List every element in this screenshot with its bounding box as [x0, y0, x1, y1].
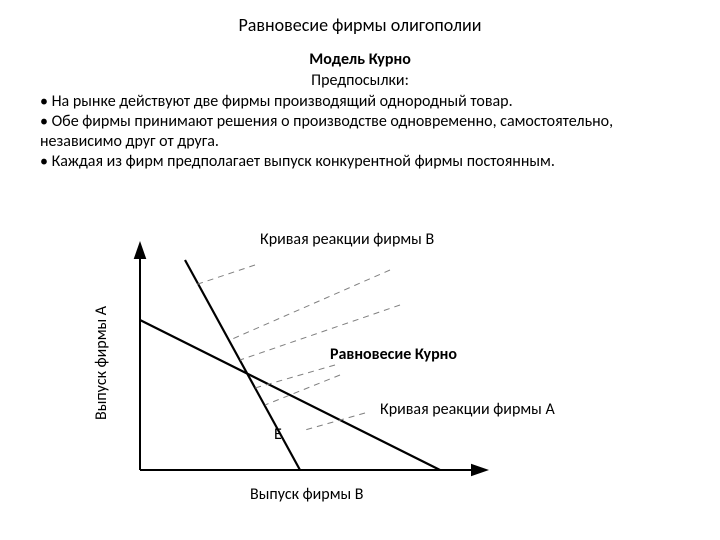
- chart-svg: [80, 230, 640, 520]
- label-cournot-equilibrium: Равновесие Курно: [330, 345, 457, 364]
- label-reaction-curve-a: Кривая реакции фирмы А: [380, 400, 555, 419]
- bullet-item-2: • Обе фирмы принимают решения о производ…: [40, 112, 680, 152]
- x-axis-label: Выпуск фирмы В: [250, 485, 364, 504]
- label-point-e: Е: [274, 425, 282, 444]
- page-title: Равновесие фирмы олигополии: [0, 0, 720, 36]
- bullet-item-1: • На рынке действуют две фирмы производя…: [40, 92, 680, 112]
- bullet-item-3: • Каждая из фирм предполагает выпуск кон…: [40, 152, 680, 172]
- model-subtitle: Модель Курно: [0, 50, 720, 69]
- y-axis-label: Выпуск фирмы А: [92, 306, 111, 420]
- label-reaction-curve-b: Кривая реакции фирмы В: [260, 230, 434, 249]
- chart-container: Кривая реакции фирмы В Равновесие Курно …: [80, 230, 640, 520]
- prereq-heading: Предпосылки:: [0, 71, 720, 90]
- bullet-list: • На рынке действуют две фирмы производя…: [40, 92, 680, 172]
